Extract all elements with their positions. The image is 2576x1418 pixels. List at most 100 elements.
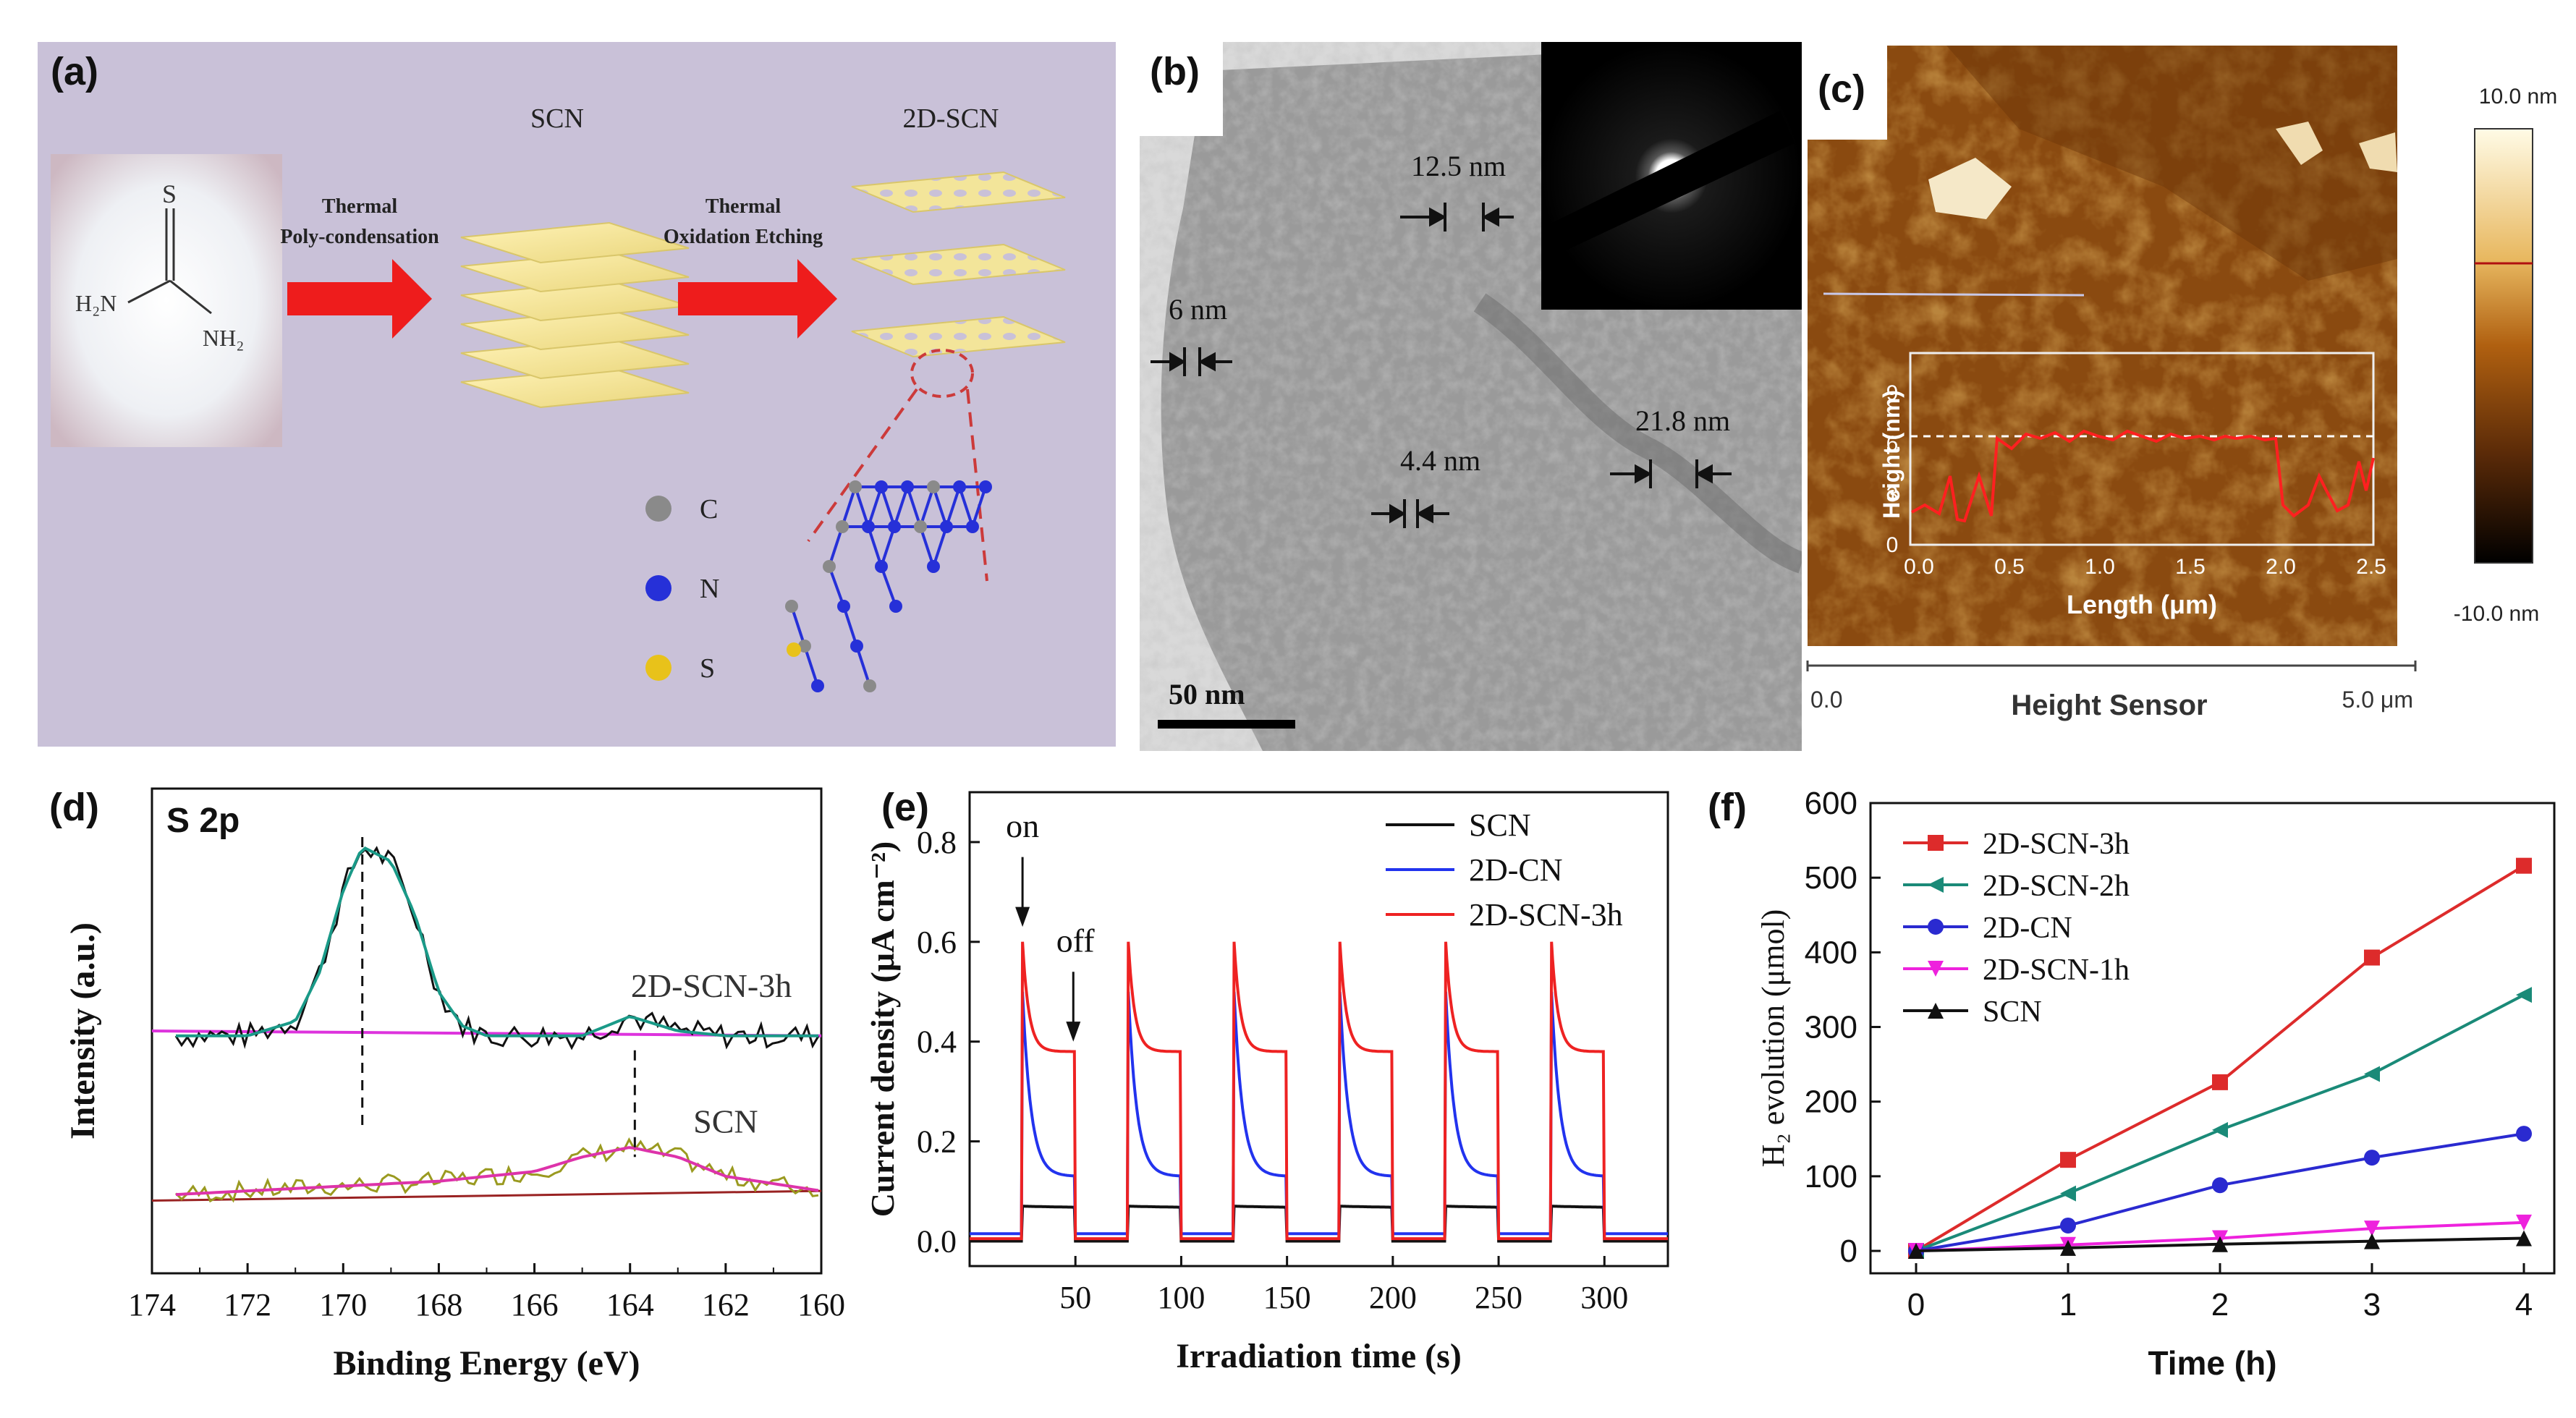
legend-label: SCN xyxy=(1469,807,1531,843)
y-axis-label: Intensity (a.u.) xyxy=(64,922,102,1139)
marker-circle xyxy=(2060,1217,2076,1234)
baseline-scn xyxy=(151,1189,822,1202)
panel-c-label: (c) xyxy=(1818,67,1865,111)
molecule-h2n: H₂N xyxy=(75,290,116,316)
zoom-circle xyxy=(910,349,974,398)
beam-stop xyxy=(1552,111,1795,252)
bond xyxy=(880,566,897,607)
bond xyxy=(828,526,844,567)
x-axis-label: Time (h) xyxy=(2148,1344,2276,1382)
y-tick-label: 400 xyxy=(1805,935,1857,970)
scn-layer-stack xyxy=(460,221,690,409)
x-tick-label: 168 xyxy=(415,1287,462,1323)
y-tick-label: 0.2 xyxy=(917,1124,957,1160)
x-tick-label: 170 xyxy=(319,1287,367,1323)
series-line xyxy=(1915,993,2525,1252)
zoom-line-right xyxy=(966,389,988,582)
2d-scn-sheets xyxy=(851,171,1066,358)
inset-ytick-0: 0 xyxy=(1886,533,1899,557)
thiourea-molecule xyxy=(127,208,212,315)
panel-b-label-bg xyxy=(1140,42,1223,136)
stage2-label: 2D-SCN xyxy=(902,103,999,134)
legend-atom-s xyxy=(645,655,671,681)
bond xyxy=(945,486,961,527)
marker-circle xyxy=(2516,1126,2532,1142)
inset-ytick-9: 9 xyxy=(1886,381,1899,405)
marker-triangle-left xyxy=(2364,1066,2380,1082)
inset-xtick-label: 1.0 xyxy=(2085,555,2115,579)
x-axis-label: Binding Energy (eV) xyxy=(333,1344,640,1383)
atom xyxy=(927,480,940,493)
bond xyxy=(842,606,858,647)
x-tick-label: 50 xyxy=(1059,1280,1091,1315)
bond xyxy=(790,606,806,647)
bond xyxy=(828,566,845,607)
y-tick-label: 0.8 xyxy=(917,825,957,860)
x-tick-label: 172 xyxy=(224,1287,271,1323)
x-tick-label: 150 xyxy=(1263,1280,1311,1315)
annotation-6nm: 6 nm xyxy=(1169,293,1227,326)
legend-label: SCN xyxy=(1983,995,2042,1029)
powder-photo xyxy=(51,154,282,447)
series-2d-scn-3h xyxy=(1908,857,2532,1260)
x-tick-label: 250 xyxy=(1475,1280,1522,1315)
marker-triangle-up xyxy=(2364,1233,2380,1249)
inset-ytick-3: 3 xyxy=(1886,483,1899,506)
panel-a: S H₂N NH₂ Thermal Poly-condensation SCN … xyxy=(38,42,1116,747)
footer-right: 5.0 μm xyxy=(2342,687,2413,713)
series-scn-fit xyxy=(175,1146,819,1197)
y-axis-label: H₂ evolution (μmol) xyxy=(1755,909,1791,1168)
chart-f: 0 1 2 3 4 0 100 200 300 400 500 600 Time (h) H₂ evolu… xyxy=(1755,786,2556,1382)
legend-n-label: N xyxy=(700,574,719,604)
sulfur-atom xyxy=(787,642,801,657)
inset-xtick-label: 1.5 xyxy=(2175,555,2206,579)
series-2d-scn-3h-raw xyxy=(174,846,820,1050)
panel-a-label: (a) xyxy=(51,50,98,93)
y-tick-label: 100 xyxy=(1805,1159,1857,1194)
legend-c-label: C xyxy=(700,494,718,525)
panel-d-label: (d) xyxy=(49,786,99,829)
marker-triangle-up xyxy=(1908,1243,1924,1260)
y-tick-label: 200 xyxy=(1805,1084,1857,1120)
x-tick-label: 200 xyxy=(1369,1280,1417,1315)
colorbar-max: 10.0 nm xyxy=(2479,85,2557,109)
atom xyxy=(966,520,979,533)
panel-a-figure: S H₂N NH₂ Thermal Poly-condensation SCN … xyxy=(38,42,1116,747)
bond xyxy=(867,526,883,567)
legend-label: 2D-SCN-3h xyxy=(1983,828,2130,861)
atom xyxy=(863,679,876,692)
arrow-on-head xyxy=(1015,907,1030,927)
x-tick-label: 300 xyxy=(1580,1280,1628,1315)
legend-label: 2D-CN xyxy=(1983,912,2072,945)
marker-triangle-up xyxy=(2516,1230,2532,1247)
atom xyxy=(889,600,902,613)
atom xyxy=(836,520,849,533)
x-tick-label: 174 xyxy=(128,1287,176,1323)
plot-frame xyxy=(1869,802,2556,1275)
bond xyxy=(971,486,987,527)
y-tick-label: 0.4 xyxy=(917,1024,957,1060)
afm-figure: Height (nm) 0 3 6 9 0.0 0.5 1.0 1.5 2.0 2.5 L… xyxy=(1806,46,2557,721)
arrow1-line1: Thermal xyxy=(322,195,397,218)
atom xyxy=(785,600,798,613)
scalebar xyxy=(1158,720,1295,729)
panel-f: 0 1 2 3 4 0 100 200 300 400 500 600 Time (h) H₂ evolu… xyxy=(1697,767,2576,1414)
marker-triangle-left xyxy=(1928,877,1944,893)
y-tick-label: 0.0 xyxy=(917,1224,957,1260)
series-label-2d-scn-3h: 2D-SCN-3h xyxy=(631,967,792,1004)
series-2d-scn-3h-fit xyxy=(176,846,818,1037)
x-tick-label: 160 xyxy=(797,1287,845,1323)
chart-e: 50 100 150 200 250 300 0.0 0.2 0.4 0.6 0.8 Irradiat… xyxy=(864,791,1669,1375)
marker-triangle-down xyxy=(2364,1220,2380,1237)
legend-label: 2D-CN xyxy=(1469,852,1563,888)
arrow2-line1: Thermal xyxy=(706,195,781,218)
x-tick-label: 0 xyxy=(1907,1287,1925,1323)
bond xyxy=(919,486,935,527)
x-tick-label: 166 xyxy=(511,1287,559,1323)
atom xyxy=(823,560,836,573)
bond xyxy=(867,486,883,527)
atom xyxy=(875,560,888,573)
panel-e-label: (e) xyxy=(881,786,929,829)
bond xyxy=(919,526,935,567)
marker-square xyxy=(2212,1074,2228,1090)
